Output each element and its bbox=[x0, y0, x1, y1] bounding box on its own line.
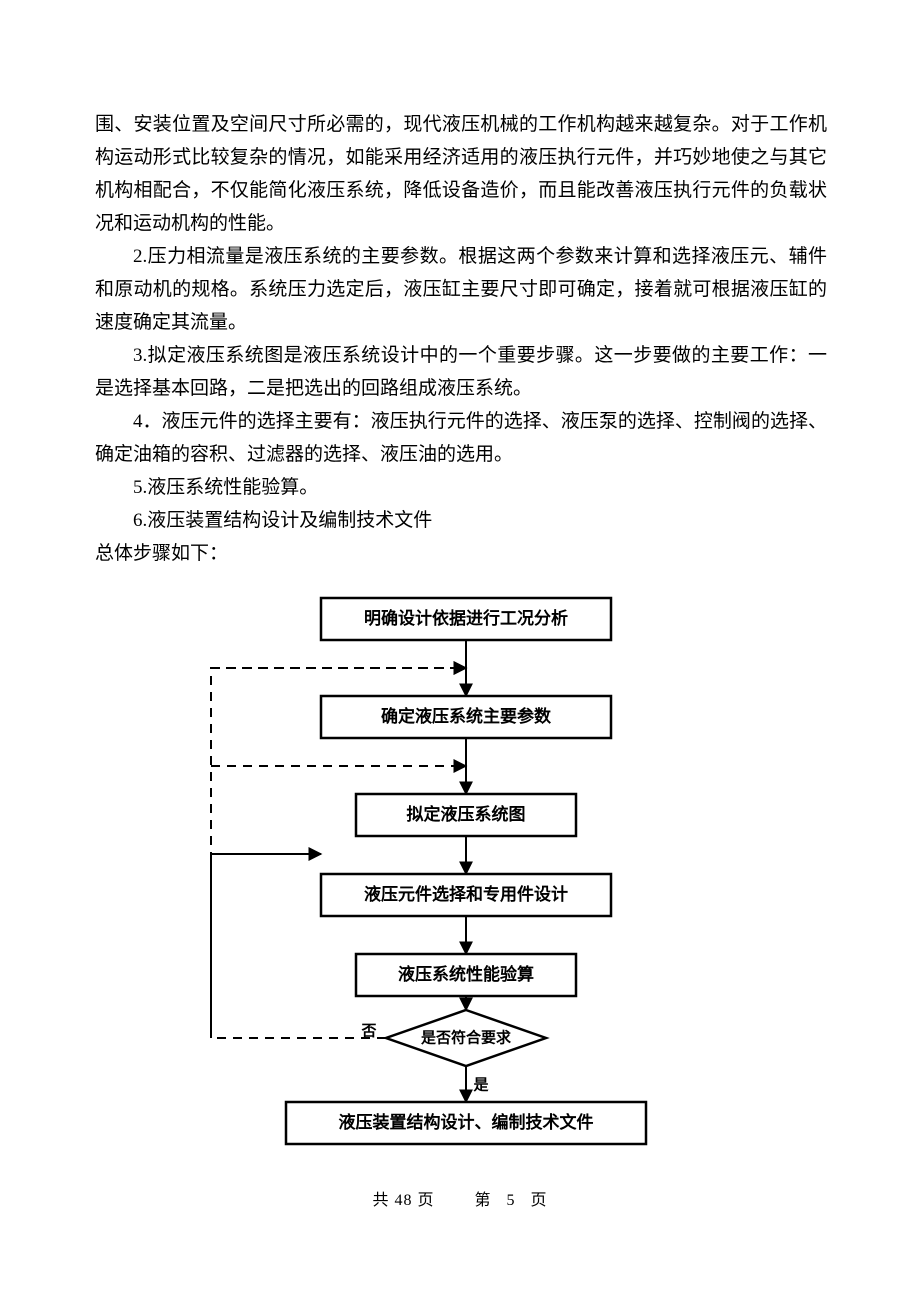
svg-text:确定液压系统主要参数: 确定液压系统主要参数 bbox=[381, 706, 552, 726]
paragraph-7: 总体步骤如下： bbox=[95, 537, 827, 570]
footer-current-suffix: 页 bbox=[531, 1192, 548, 1209]
footer-current-prefix: 第 bbox=[475, 1192, 492, 1209]
page-content: 围、安装位置及空间尺寸所必需的，现代液压机械的工作机构越来越复杂。对于工作机构运… bbox=[95, 108, 827, 1153]
svg-text:液压系统性能验算: 液压系统性能验算 bbox=[398, 964, 534, 984]
paragraph-4: 4．液压元件的选择主要有：液压执行元件的选择、液压泵的选择、控制阀的选择、确定油… bbox=[95, 405, 827, 471]
paragraph-3: 3.拟定液压系统图是液压系统设计中的一个重要步骤。这一步要做的主要工作：一是选择… bbox=[95, 339, 827, 405]
footer-current-page: 5 bbox=[507, 1192, 516, 1209]
footer-total-suffix: 页 bbox=[417, 1192, 434, 1209]
footer-total-pages: 48 bbox=[394, 1192, 412, 1209]
svg-text:液压装置结构设计、编制技术文件: 液压装置结构设计、编制技术文件 bbox=[339, 1112, 594, 1132]
svg-text:否: 否 bbox=[360, 1022, 376, 1039]
svg-text:是: 是 bbox=[472, 1076, 489, 1093]
paragraph-6: 6.液压装置结构设计及编制技术文件 bbox=[95, 504, 827, 537]
svg-text:拟定液压系统图: 拟定液压系统图 bbox=[407, 804, 526, 824]
paragraph-5: 5.液压系统性能验算。 bbox=[95, 471, 827, 504]
footer-total-prefix: 共 bbox=[372, 1192, 389, 1209]
paragraph-1: 围、安装位置及空间尺寸所必需的，现代液压机械的工作机构越来越复杂。对于工作机构运… bbox=[95, 108, 827, 240]
svg-text:液压元件选择和专用件设计: 液压元件选择和专用件设计 bbox=[364, 884, 568, 904]
svg-text:明确设计依据进行工况分析: 明确设计依据进行工况分析 bbox=[364, 608, 568, 628]
svg-text:是否符合要求: 是否符合要求 bbox=[420, 1028, 512, 1046]
flowchart: 是 否 明确设计依据进行工况分析确定液压系统主要参数拟定液压系统图液压元件选择和专用… bbox=[191, 588, 731, 1153]
flowchart-container: 是 否 明确设计依据进行工况分析确定液压系统主要参数拟定液压系统图液压元件选择和专用… bbox=[95, 588, 827, 1153]
paragraph-2: 2.压力相流量是液压系统的主要参数。根据这两个参数来计算和选择液压元、辅件和原动… bbox=[95, 240, 827, 339]
page-footer: 共 48 页 第 5 页 bbox=[0, 1186, 920, 1210]
